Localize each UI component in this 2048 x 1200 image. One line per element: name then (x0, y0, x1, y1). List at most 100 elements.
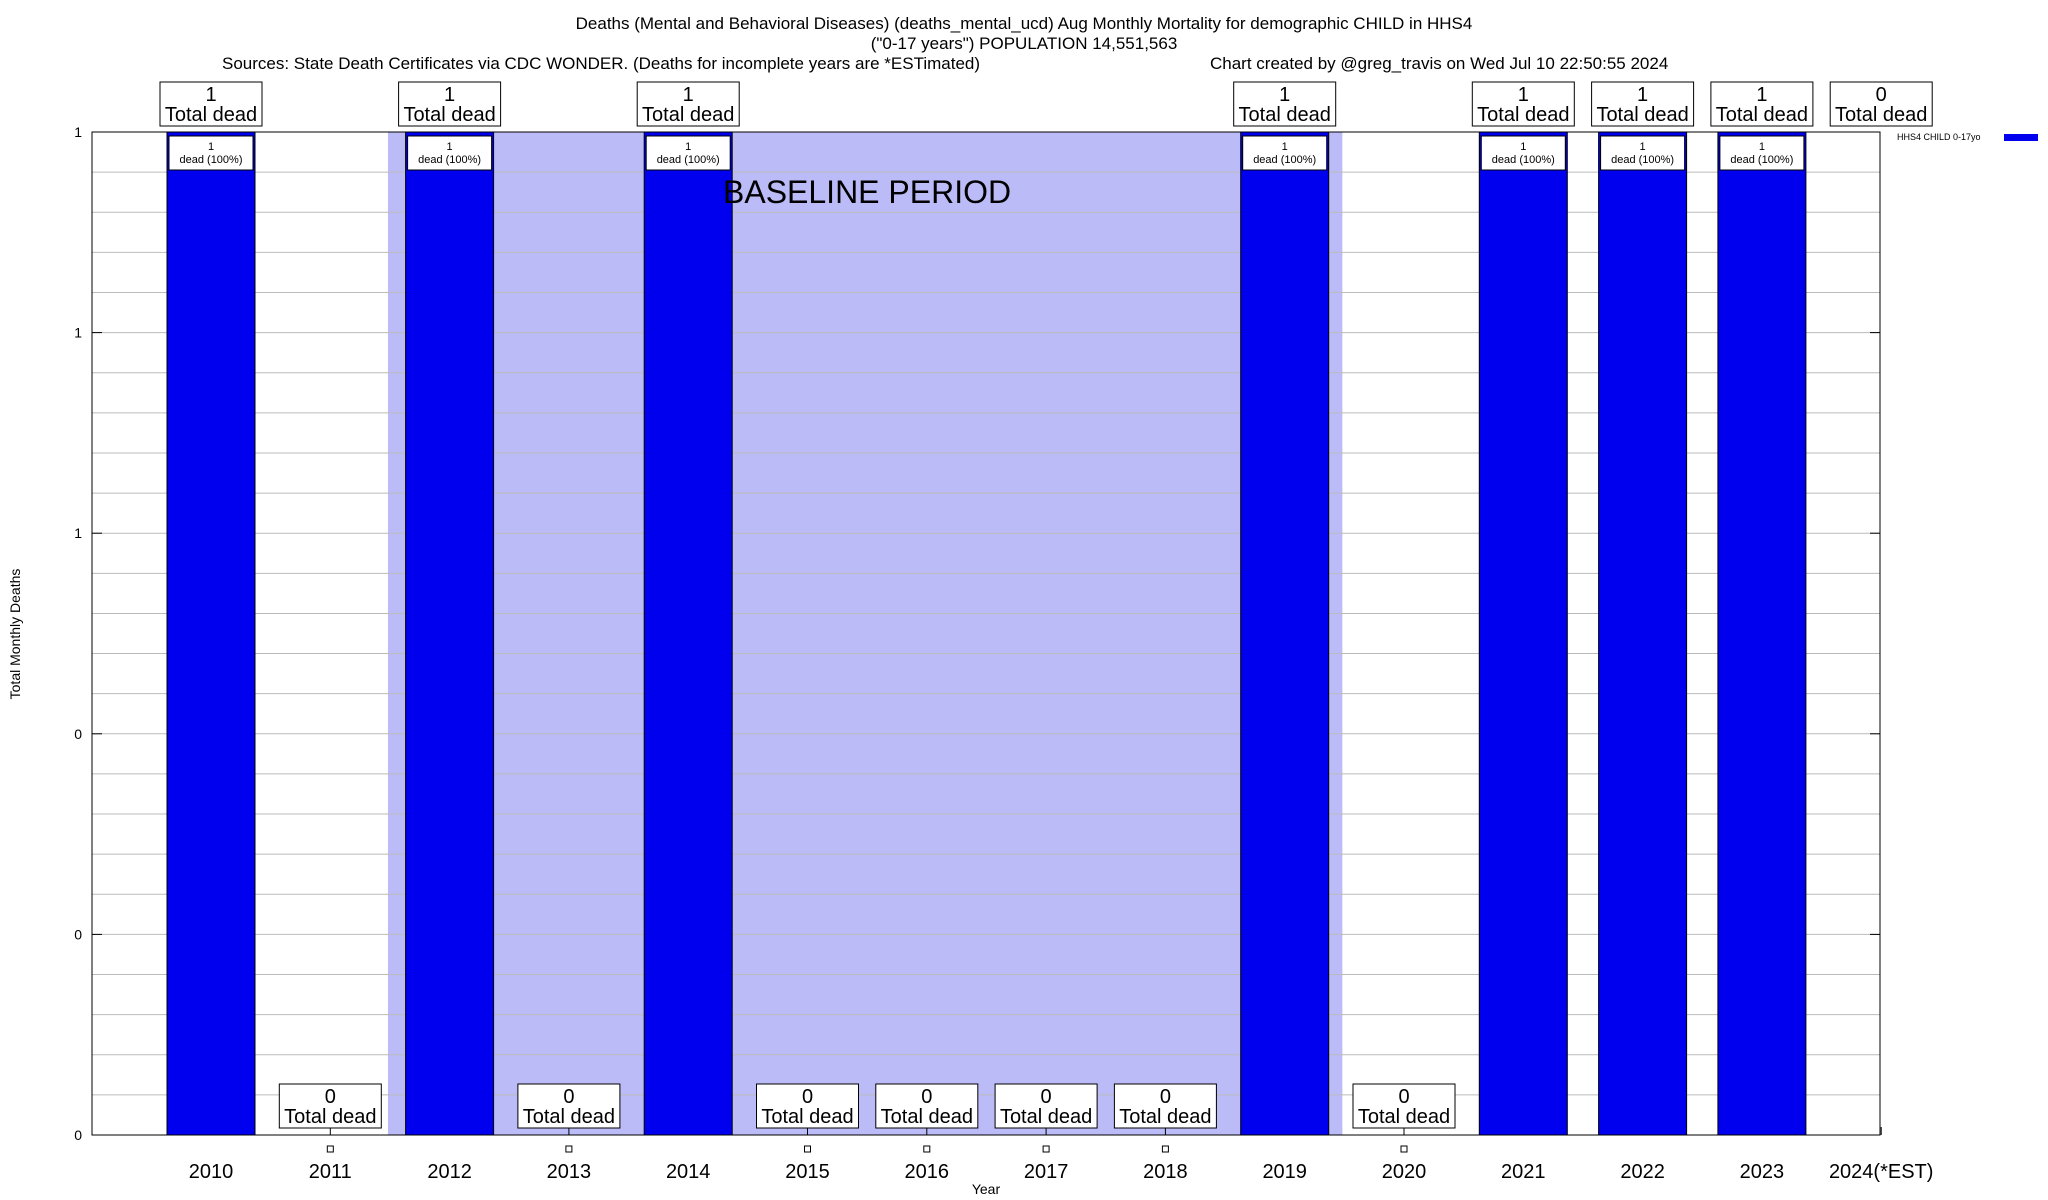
zero-point-marker (923, 1145, 931, 1153)
bar-inner-label: dead (100%) (1611, 154, 1674, 166)
total-box (398, 81, 502, 127)
x-tick-label: 2024(*EST) (1829, 1161, 1934, 1183)
total-box (756, 1083, 859, 1129)
y-tick-label: 0 (74, 926, 82, 942)
total-label: Total dead (881, 1106, 973, 1128)
bar-inner-label: dead (100%) (1730, 154, 1793, 166)
total-label: Total dead (1835, 104, 1927, 126)
total-label: Total dead (523, 1106, 615, 1128)
total-count: 1 (1756, 84, 1767, 106)
plot-frame (91, 131, 1881, 1136)
bar-inner-label-box (407, 135, 493, 171)
total-count: 1 (1637, 84, 1648, 106)
bar-inner-label: dead (100%) (657, 154, 720, 166)
bar-inner-count: 1 (447, 141, 453, 153)
total-label: Total dead (642, 104, 734, 126)
total-count: 0 (921, 1086, 932, 1108)
total-label: Total dead (1239, 104, 1331, 126)
total-box (1710, 81, 1814, 127)
legend-label: HHS4 CHILD 0-17yo (1897, 132, 1981, 142)
x-tick-label: 2017 (1024, 1161, 1069, 1183)
bar (1478, 131, 1568, 1136)
baseline-period-band (387, 132, 1343, 1135)
bar (1717, 131, 1807, 1136)
bar-inner-label: dead (100%) (1253, 154, 1316, 166)
zero-point-marker (326, 1145, 334, 1153)
x-tick-label: 2019 (1262, 1161, 1307, 1183)
total-count: 1 (444, 84, 455, 106)
total-box (278, 1083, 382, 1129)
x-tick-label: 2021 (1501, 1161, 1546, 1183)
total-label: Total dead (403, 104, 495, 126)
y-tick-label: 0 (74, 1127, 82, 1143)
bar-inner-label-box (1242, 135, 1328, 171)
total-label: Total dead (1596, 104, 1688, 126)
total-label: Total dead (761, 1106, 853, 1128)
x-tick-label: 2023 (1740, 1161, 1785, 1183)
total-box (1829, 81, 1933, 127)
total-box (1352, 1083, 1456, 1129)
bar-inner-count: 1 (208, 141, 214, 153)
x-tick-label: 2015 (785, 1161, 830, 1183)
zero-point-marker (565, 1145, 573, 1153)
x-tick-label: 2013 (547, 1161, 592, 1183)
total-box (517, 1083, 621, 1129)
total-label: Total dead (284, 1106, 376, 1128)
y-axis-label: Total Monthly Deaths (7, 569, 23, 700)
x-tick-label: 2014 (666, 1161, 711, 1183)
total-box (1591, 81, 1695, 127)
x-tick-label: 2011 (309, 1161, 352, 1183)
chart-sources: Sources: State Death Certificates via CD… (222, 54, 981, 73)
legend: HHS4 CHILD 0-17yo (1897, 132, 2038, 142)
zero-point-marker (1161, 1145, 1169, 1153)
legend-swatch (2004, 134, 2038, 141)
x-tick-label: 2016 (905, 1161, 950, 1183)
total-box (159, 81, 263, 127)
bar-inner-label-box (645, 135, 731, 171)
bar (1598, 131, 1688, 1136)
chart-subtitle: ("0-17 years") POPULATION 14,551,563 (870, 34, 1178, 53)
bar-inner-label-box (1600, 135, 1686, 171)
total-box (1233, 81, 1337, 127)
total-count: 1 (1279, 84, 1290, 106)
y-tick-label: 0 (74, 726, 82, 742)
total-count: 1 (205, 84, 216, 106)
x-tick-label: 2012 (427, 1161, 472, 1183)
total-label: Total dead (1358, 1106, 1450, 1128)
total-label: Total dead (165, 104, 257, 126)
zero-point-marker (1400, 1145, 1408, 1153)
bar (1240, 131, 1330, 1136)
bar-inner-count: 1 (1640, 141, 1646, 153)
total-count: 0 (563, 1086, 574, 1108)
x-tick-label: 2018 (1143, 1161, 1188, 1183)
bar-inner-label: dead (100%) (180, 154, 243, 166)
total-box (1471, 81, 1575, 127)
total-label: Total dead (1000, 1106, 1092, 1128)
total-count: 0 (325, 1086, 336, 1108)
bar (643, 131, 733, 1136)
x-tick-label: 2010 (189, 1161, 234, 1183)
total-count: 0 (1876, 84, 1887, 106)
zero-point-marker (804, 1145, 811, 1153)
bar-inner-label-box (1480, 135, 1566, 171)
bar-inner-label-box (1719, 135, 1805, 171)
y-tick-label: 1 (74, 325, 82, 341)
total-count: 0 (1160, 1086, 1171, 1108)
y-tick-label: 1 (74, 525, 82, 541)
baseline-period-label: BASELINE PERIOD (723, 174, 1011, 210)
bar (405, 131, 495, 1136)
bar (166, 131, 256, 1136)
y-tick-label: 1 (74, 124, 82, 140)
total-box (994, 1083, 1098, 1129)
total-count: 1 (1518, 84, 1529, 106)
chart-title: Deaths (Mental and Behavioral Diseases) … (575, 14, 1473, 33)
total-count: 0 (1398, 1086, 1409, 1108)
bar-inner-label: dead (100%) (1492, 154, 1555, 166)
total-box (1113, 1083, 1217, 1129)
x-tick-label: 2022 (1620, 1161, 1665, 1183)
bar-inner-label: dead (100%) (418, 154, 481, 166)
total-count: 0 (802, 1086, 813, 1108)
zero-point-marker (1042, 1145, 1050, 1153)
total-label: Total dead (1119, 1106, 1211, 1128)
